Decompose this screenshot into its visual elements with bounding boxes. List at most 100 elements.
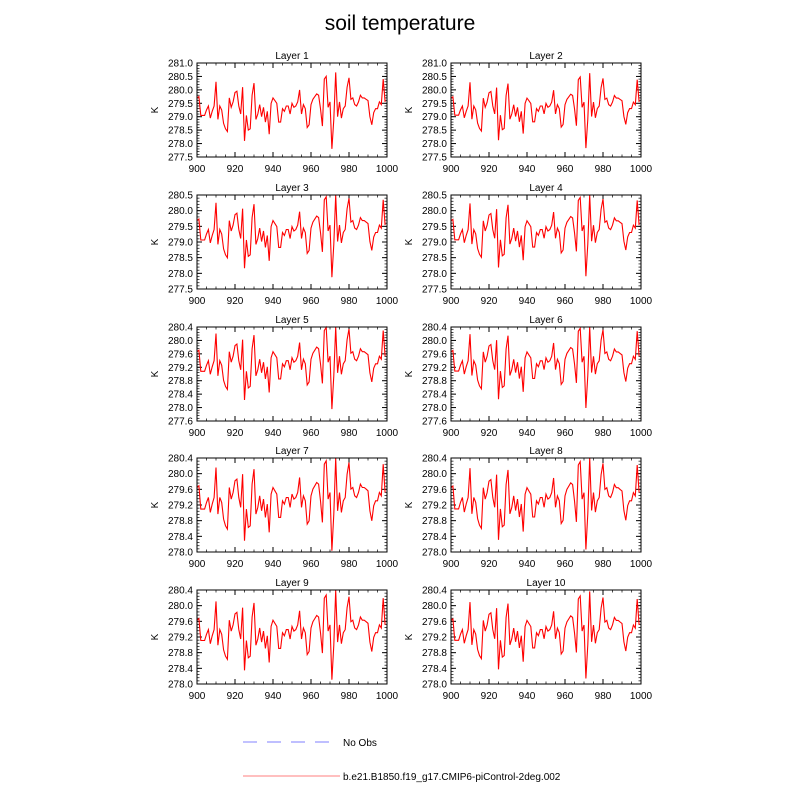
y-tick-label: 280.0 [168, 469, 193, 480]
y-tick-label: 280.0 [422, 469, 447, 480]
panel-4: Layer 4 K 277.5 278.0 278.5 279.0 279.5 280.0 28… [404, 183, 653, 307]
x-tick-label: 960 [303, 428, 320, 439]
y-axis-label: K [150, 106, 161, 113]
series-line [196, 590, 386, 680]
y-tick-label: 280.0 [422, 601, 447, 612]
panel-title: Layer 10 [527, 578, 566, 589]
x-tick-label: 980 [595, 559, 612, 570]
y-tick-label: 279.5 [422, 222, 447, 233]
panel-title: Layer 6 [529, 315, 563, 326]
y-tick-label: 278.0 [422, 269, 447, 280]
y-tick-label: 279.6 [168, 485, 193, 496]
x-tick-label: 960 [557, 428, 574, 439]
y-tick-label: 279.5 [168, 99, 193, 110]
series-line [196, 72, 386, 149]
panel-2: Layer 2 K 277.5 278.0 278.5 279.0 279.5 280.0 28… [404, 51, 653, 175]
y-tick-label: 278.4 [422, 664, 447, 675]
y-tick-label: 280.4 [168, 454, 193, 465]
y-tick-label: 278.0 [422, 548, 447, 559]
series-line [450, 194, 640, 277]
y-tick-label: 278.8 [422, 516, 447, 527]
y-tick-label: 277.5 [422, 285, 447, 296]
x-tick-label: 1000 [376, 428, 399, 439]
panel-6: Layer 6 K 277.6 278.0 278.4 278.8 279.2 279.6 28… [404, 315, 653, 439]
x-tick-label: 1000 [376, 559, 399, 570]
y-tick-label: 278.8 [168, 648, 193, 659]
y-tick-label: 280.5 [168, 191, 193, 202]
figure-title: soil temperature [325, 12, 476, 35]
plot-frame [450, 457, 642, 553]
y-axis-label: K [150, 370, 161, 377]
x-tick-label: 960 [303, 164, 320, 175]
y-tick-label: 278.8 [422, 376, 447, 387]
y-tick-label: 278.8 [168, 516, 193, 527]
x-tick-label: 960 [557, 164, 574, 175]
plot-frame [196, 62, 388, 158]
y-tick-label: 278.0 [168, 680, 193, 691]
x-tick-label: 1000 [376, 691, 399, 702]
x-tick-label: 900 [189, 559, 206, 570]
panel-9: Layer 9 K 278.0 278.4 278.8 279.2 279.6 280.0 28… [150, 578, 399, 702]
y-tick-label: 280.5 [168, 72, 193, 83]
panel-3: Layer 3 K 277.5 278.0 278.5 279.0 279.5 280.0 28… [150, 183, 399, 307]
series-line [196, 194, 386, 278]
x-tick-label: 900 [189, 296, 206, 307]
y-tick-label: 279.6 [422, 485, 447, 496]
y-tick-label: 278.8 [422, 648, 447, 659]
x-tick-label: 940 [519, 164, 536, 175]
y-tick-label: 279.2 [168, 363, 193, 374]
x-tick-label: 960 [557, 296, 574, 307]
series-line [196, 325, 386, 410]
y-tick-label: 277.5 [168, 285, 193, 296]
x-tick-label: 1000 [376, 164, 399, 175]
y-tick-label: 277.6 [422, 417, 447, 428]
series-line [450, 457, 640, 550]
x-tick-label: 920 [481, 296, 498, 307]
y-tick-label: 278.8 [168, 376, 193, 387]
x-tick-label: 940 [265, 428, 282, 439]
y-tick-label: 278.0 [422, 403, 447, 414]
legend-label-no-obs: No Obs [343, 738, 377, 749]
panel-10: Layer 10 K 278.0 278.4 278.8 279.2 279.6 280.0 2… [404, 578, 653, 702]
panel-title: Layer 7 [275, 446, 309, 457]
x-tick-label: 1000 [376, 296, 399, 307]
panel-8: Layer 8 K 278.0 278.4 278.8 279.2 279.6 280.0 28… [404, 446, 653, 570]
x-tick-label: 940 [265, 296, 282, 307]
y-tick-label: 279.2 [422, 501, 447, 512]
x-tick-label: 900 [189, 164, 206, 175]
y-tick-label: 277.5 [168, 153, 193, 164]
y-tick-label: 279.6 [422, 349, 447, 360]
y-tick-label: 278.0 [168, 548, 193, 559]
x-tick-label: 920 [227, 164, 244, 175]
y-tick-label: 279.6 [168, 617, 193, 628]
y-axis-label: K [150, 238, 161, 245]
x-tick-label: 1000 [630, 559, 653, 570]
x-tick-label: 940 [519, 691, 536, 702]
plot-frame [196, 326, 388, 422]
x-tick-label: 1000 [630, 296, 653, 307]
y-tick-label: 278.5 [422, 253, 447, 264]
y-tick-label: 280.4 [422, 586, 447, 597]
plot-frame [196, 457, 388, 553]
series-line [450, 326, 640, 409]
x-tick-label: 980 [341, 164, 358, 175]
x-tick-label: 900 [189, 691, 206, 702]
y-tick-label: 280.0 [168, 601, 193, 612]
y-tick-label: 277.6 [168, 417, 193, 428]
y-tick-label: 280.4 [168, 586, 193, 597]
y-tick-label: 279.2 [168, 633, 193, 644]
x-tick-label: 960 [303, 559, 320, 570]
y-tick-label: 280.5 [422, 72, 447, 83]
legend-label-model: b.e21.B1850.f19_g17.CMIP6-piControl-2deg… [343, 772, 561, 783]
y-tick-label: 279.2 [422, 363, 447, 374]
x-tick-label: 980 [595, 164, 612, 175]
y-tick-label: 278.4 [168, 532, 193, 543]
x-tick-label: 980 [341, 691, 358, 702]
x-tick-label: 960 [303, 691, 320, 702]
x-tick-label: 980 [341, 559, 358, 570]
x-tick-label: 1000 [630, 164, 653, 175]
x-tick-label: 980 [341, 428, 358, 439]
y-tick-label: 278.5 [168, 126, 193, 137]
y-tick-label: 279.6 [422, 617, 447, 628]
panel-title: Layer 2 [529, 51, 563, 62]
